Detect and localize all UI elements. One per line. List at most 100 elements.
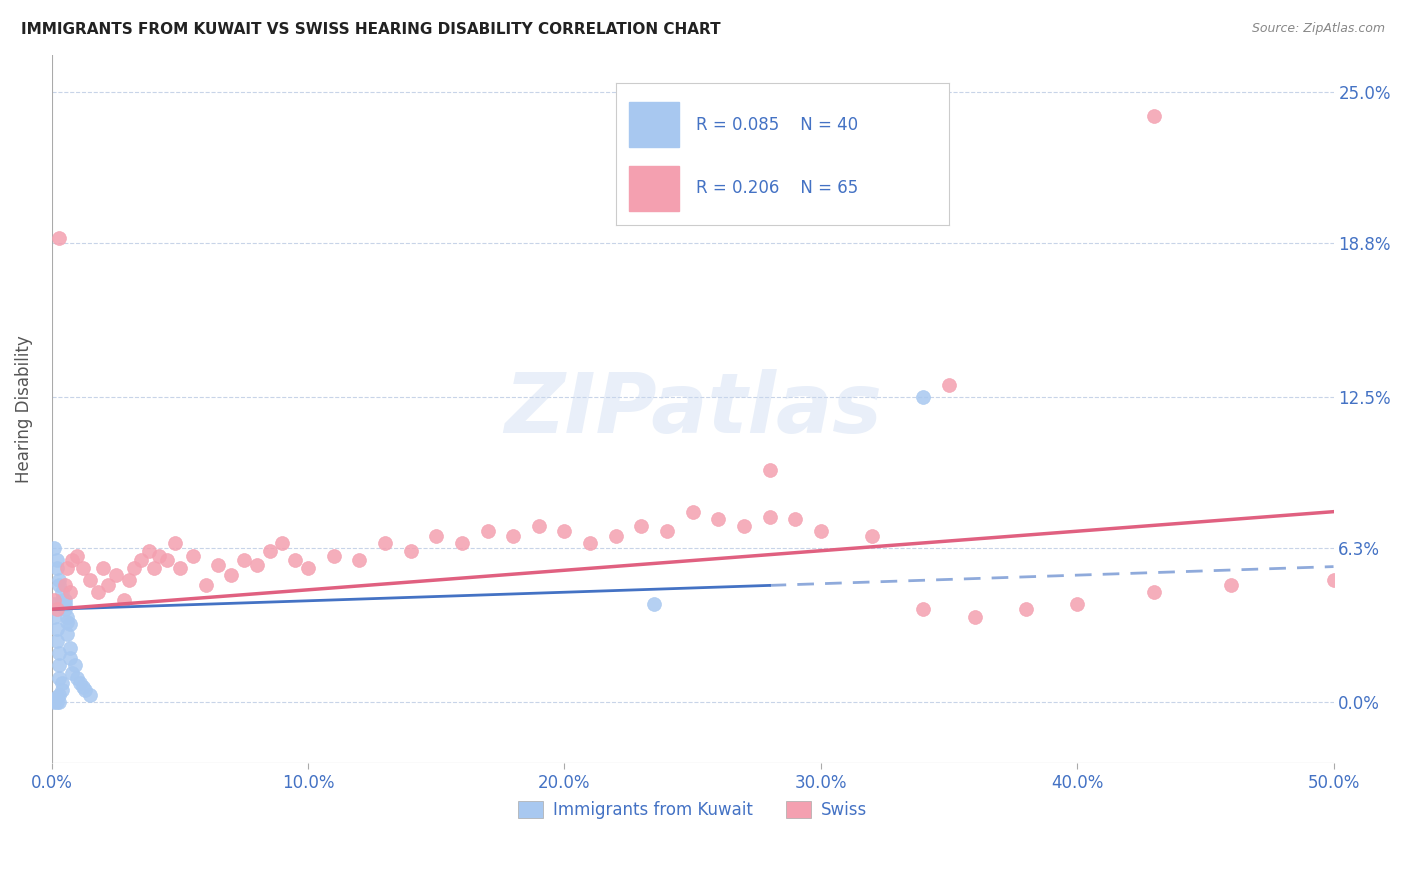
Point	[758, 463, 780, 477]
Point	[45, 602, 67, 616]
Point	[233, 553, 256, 567]
Point	[682, 505, 704, 519]
Point	[912, 602, 935, 616]
Point	[122, 561, 145, 575]
Point	[79, 573, 101, 587]
Point	[45, 634, 67, 648]
Point	[194, 578, 217, 592]
Point	[374, 536, 396, 550]
Point	[53, 602, 76, 616]
Point	[44, 541, 66, 556]
Point	[97, 578, 120, 592]
Point	[48, 671, 70, 685]
Point	[655, 524, 678, 539]
Point	[477, 524, 499, 539]
Point	[45, 622, 67, 636]
Point	[758, 509, 780, 524]
Point	[912, 390, 935, 404]
Point	[425, 529, 447, 543]
Point	[181, 549, 204, 563]
Point	[60, 553, 83, 567]
Point	[148, 549, 170, 563]
Point	[53, 592, 76, 607]
Point	[1220, 578, 1243, 592]
Point	[112, 592, 135, 607]
Point	[207, 558, 229, 573]
Point	[72, 681, 94, 695]
Point	[163, 536, 186, 550]
Point	[51, 592, 73, 607]
Point	[553, 524, 575, 539]
Point	[643, 598, 665, 612]
Point	[59, 617, 82, 632]
Point	[53, 578, 76, 592]
Point	[45, 553, 67, 567]
Point	[66, 549, 89, 563]
Point	[56, 615, 79, 629]
Point	[69, 675, 91, 690]
Point	[785, 512, 807, 526]
Point	[59, 585, 82, 599]
Point	[51, 585, 73, 599]
Point	[48, 688, 70, 702]
Point	[48, 231, 70, 245]
Point	[48, 658, 70, 673]
Point	[44, 609, 66, 624]
Point	[56, 561, 79, 575]
Point	[48, 646, 70, 660]
Point	[87, 585, 110, 599]
Point	[527, 519, 550, 533]
Point	[51, 682, 73, 697]
Point	[860, 529, 883, 543]
Point	[1066, 598, 1088, 612]
Point	[60, 665, 83, 680]
Point	[322, 549, 344, 563]
Y-axis label: Hearing Disability: Hearing Disability	[15, 335, 32, 483]
Point	[579, 536, 602, 550]
Point	[44, 692, 66, 706]
Point	[59, 651, 82, 665]
Point	[72, 561, 94, 575]
Point	[66, 671, 89, 685]
Point	[451, 536, 474, 550]
Point	[143, 561, 166, 575]
Point	[104, 568, 127, 582]
Point	[284, 553, 307, 567]
Point	[1322, 573, 1344, 587]
Point	[219, 568, 242, 582]
Point	[51, 675, 73, 690]
Point	[349, 553, 371, 567]
Legend: Immigrants from Kuwait, Swiss: Immigrants from Kuwait, Swiss	[512, 794, 875, 826]
Point	[1015, 602, 1038, 616]
Point	[91, 561, 114, 575]
Point	[44, 695, 66, 709]
Point	[48, 578, 70, 592]
Point	[259, 543, 281, 558]
Point	[399, 543, 422, 558]
Point	[707, 512, 730, 526]
Point	[733, 519, 755, 533]
Text: IMMIGRANTS FROM KUWAIT VS SWISS HEARING DISABILITY CORRELATION CHART: IMMIGRANTS FROM KUWAIT VS SWISS HEARING …	[21, 22, 721, 37]
Point	[605, 529, 627, 543]
Point	[44, 598, 66, 612]
Point	[48, 695, 70, 709]
Point	[963, 609, 986, 624]
Point	[810, 524, 832, 539]
Point	[45, 690, 67, 705]
Point	[44, 592, 66, 607]
Point	[131, 553, 153, 567]
Point	[246, 558, 269, 573]
Point	[75, 682, 97, 697]
Point	[56, 626, 79, 640]
Point	[79, 688, 101, 702]
Point	[630, 519, 652, 533]
Point	[56, 609, 79, 624]
Point	[1143, 585, 1166, 599]
Text: ZIPatlas: ZIPatlas	[503, 368, 882, 450]
Point	[45, 561, 67, 575]
Point	[45, 695, 67, 709]
Point	[53, 598, 76, 612]
Text: Source: ZipAtlas.com: Source: ZipAtlas.com	[1251, 22, 1385, 36]
Point	[1143, 109, 1166, 123]
Point	[59, 641, 82, 656]
